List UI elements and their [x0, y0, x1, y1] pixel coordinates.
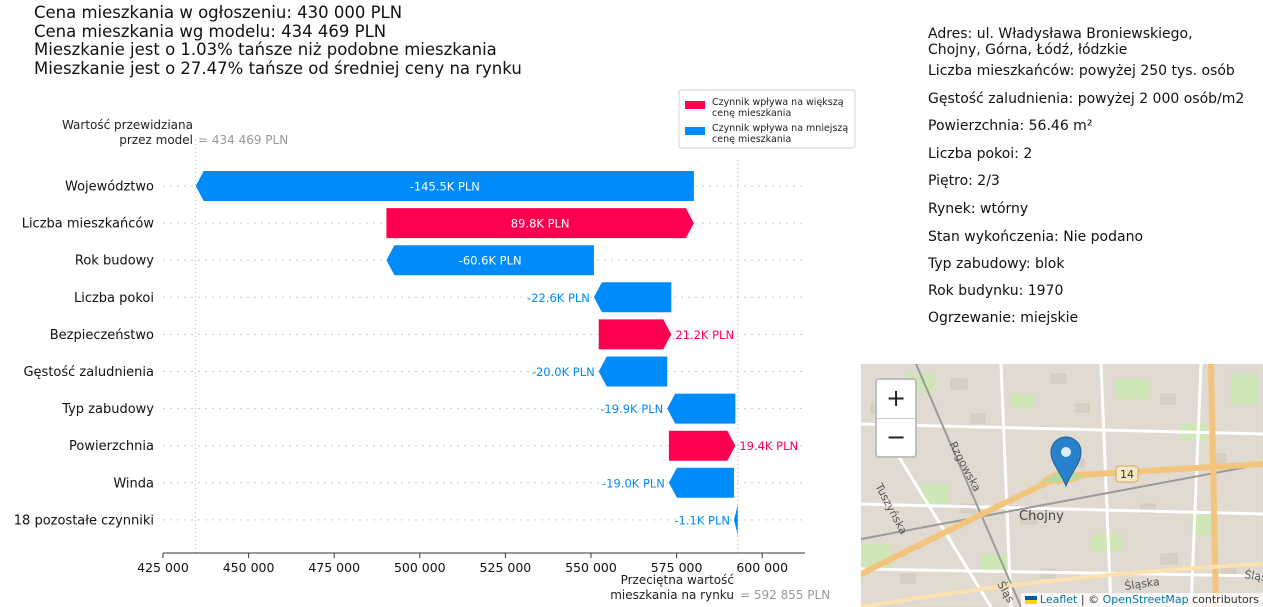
base-label-line: Przeciętna wartość	[621, 573, 734, 587]
map-attribution: Leaflet | © OpenStreetMap contributors	[1020, 593, 1263, 607]
feature-label: Winda	[113, 476, 154, 491]
bar-value-label: 21.2K PLN	[675, 328, 734, 342]
detail-finish: Stan wykończenia: Nie podano	[928, 229, 1144, 245]
legend-label-positive: cenę mieszkania	[712, 108, 791, 119]
x-tick-label: 450 000	[223, 560, 275, 575]
similar-comparison-text: Mieszkanie jest o 1.03% tańsze niż podob…	[34, 40, 497, 59]
detail-density: Gęstość zaludnienia: powyżej 2 000 osób/…	[928, 91, 1245, 107]
district-label: Chojny	[1019, 509, 1064, 524]
attribution-contributors: contributors	[1188, 593, 1259, 606]
location-map[interactable]: 14 Chojny Rzgowska Tuszyńska Śląska Śląs…	[861, 364, 1263, 607]
feature-label: Województwo	[65, 180, 154, 195]
feature-label: Gęstość zaludnienia	[23, 365, 154, 380]
zoom-in-button[interactable]: +	[877, 380, 915, 419]
detail-market: Rynek: wtórny	[928, 201, 1029, 217]
waterfall-bar	[195, 171, 694, 201]
bar-value-label: -1.1K PLN	[674, 513, 730, 527]
model-price-text: Cena mieszkania wg modelu: 434 469 PLN	[34, 21, 387, 41]
street-label-slaska-3: Śląs	[1244, 568, 1263, 584]
bar-value-label: -60.6K PLN	[459, 254, 522, 268]
base-label-line: mieszkania na rynku	[610, 588, 734, 602]
legend-swatch-negative	[685, 127, 705, 135]
attribution-separator: | ©	[1077, 593, 1103, 606]
address-line-2: Chojny, Górna, Łódź, łódzkie	[928, 42, 1128, 58]
bar-value-label: -145.5K PLN	[410, 180, 480, 194]
detail-rooms: Liczba pokoi: 2	[928, 146, 1033, 162]
x-tick-label: 575 000	[651, 560, 703, 575]
feature-label: Powierzchnia	[69, 439, 154, 454]
waterfall-bar	[593, 282, 672, 313]
feature-label: 18 pozostałe czynniki	[14, 513, 154, 528]
summary-header: Cena mieszkania w ogłoszeniu: 430 000 PL…	[34, 3, 522, 78]
feature-label: Bezpieczeństwo	[50, 328, 154, 343]
legend-box	[678, 89, 856, 149]
detail-build-year: Rok budynku: 1970	[928, 283, 1064, 299]
waterfall-bar	[386, 245, 594, 276]
street-label-slaska: Śląska	[1124, 575, 1161, 593]
bar-value-label: -22.6K PLN	[527, 291, 590, 305]
bar-value-label: -20.0K PLN	[532, 365, 595, 379]
detail-heating: Ogrzewanie: miejskie	[928, 310, 1079, 326]
feature-label: Typ zabudowy	[61, 402, 154, 417]
x-tick-label: 475 000	[308, 560, 360, 575]
waterfall-chart: -145.5K PLN Województwo 89.8K PLN Liczba mi…	[14, 89, 856, 602]
feature-label: Rok budowy	[75, 254, 154, 269]
x-tick-label: 525 000	[480, 560, 532, 575]
predicted-value-text: = 434 469 PLN	[198, 133, 288, 147]
x-tick-label: 600 000	[736, 560, 788, 575]
waterfall-bar	[668, 467, 734, 498]
leaflet-link[interactable]: Leaflet	[1039, 593, 1078, 606]
waterfall-bar	[598, 356, 668, 387]
waterfall-bar	[668, 430, 736, 461]
bar-value-label: 89.8K PLN	[511, 217, 570, 231]
feature-label: Liczba pokoi	[74, 291, 154, 306]
zoom-out-button[interactable]: −	[885, 423, 907, 451]
legend-label-negative: cenę mieszkania	[712, 134, 791, 145]
detail-building-type: Typ zabudowy: blok	[928, 256, 1065, 272]
base-value-text: = 592 855 PLN	[740, 588, 830, 602]
bar-value-label: -19.9K PLN	[600, 402, 663, 416]
waterfall-bar	[598, 319, 672, 350]
predicted-label-line: przez model	[119, 133, 193, 147]
legend-label-positive: Czynnik wpływa na większą	[712, 97, 844, 108]
map-marker-icon[interactable]	[1050, 436, 1082, 488]
legend-label-negative: Czynnik wpływa na mniejszą	[712, 123, 848, 134]
legend-swatch-positive	[685, 101, 705, 109]
map-zoom-control: + −	[875, 378, 917, 458]
x-tick-label: 425 000	[137, 560, 189, 575]
detail-population: Liczba mieszkańców: powyżej 250 tys. osó…	[928, 63, 1235, 79]
waterfall-bar	[733, 504, 738, 535]
detail-floor: Piętro: 2/3	[928, 173, 1000, 189]
listing-price-text: Cena mieszkania w ogłoszeniu: 430 000 PL…	[34, 3, 403, 22]
predicted-label-line: Wartość przewidziana	[62, 118, 193, 132]
ukraine-flag-icon	[1024, 596, 1037, 604]
osm-link[interactable]: OpenStreetMap	[1102, 593, 1189, 606]
market-comparison-text: Mieszkanie jest o 27.47% tańsze od średn…	[34, 58, 522, 78]
bar-value-label: -19.0K PLN	[602, 476, 665, 490]
x-tick-label: 550 000	[565, 560, 617, 575]
waterfall-bar	[667, 393, 736, 424]
x-tick-label: 500 000	[394, 560, 446, 575]
feature-label: Liczba mieszkańców	[22, 217, 155, 232]
road-number-label: 14	[1120, 468, 1134, 481]
waterfall-bar	[386, 208, 694, 239]
address-line-1: Adres: ul. Władysława Broniewskiego,	[928, 26, 1193, 42]
detail-area: Powierzchnia: 56.46 m²	[928, 118, 1093, 134]
bar-value-label: 19.4K PLN	[739, 439, 798, 453]
